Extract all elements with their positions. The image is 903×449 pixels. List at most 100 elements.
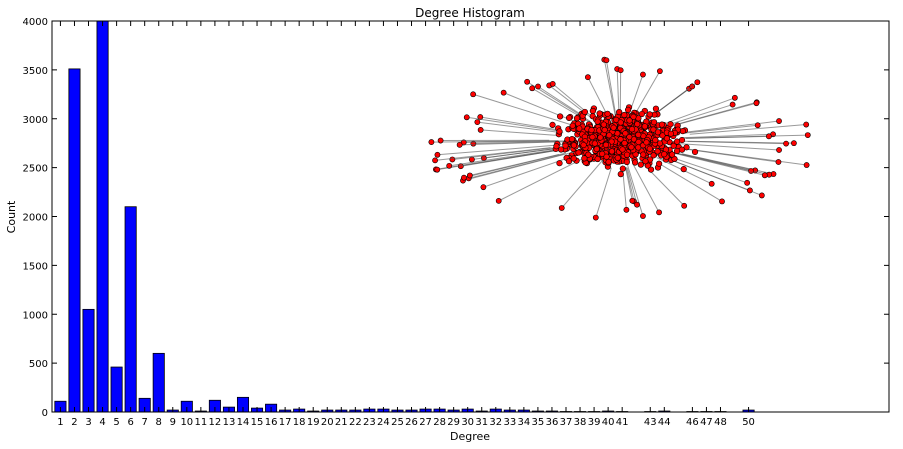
y-tick-label: 3000 [23,115,48,126]
network-node [673,138,681,145]
network-edge [483,154,577,188]
network-node [585,74,591,81]
x-tick-label: 4 [99,417,105,428]
x-tick-label: 48 [714,417,727,428]
network-node [691,148,699,156]
network-node [432,157,438,164]
x-tick-label: 14 [237,417,250,428]
x-tick-label: 17 [279,417,292,428]
x-tick-label: 21 [335,417,348,428]
x-tick-label: 47 [700,417,713,428]
network-node [791,140,797,147]
network-node [474,119,481,125]
x-tick-label: 24 [377,417,390,428]
network-node [646,145,653,152]
network-edge [561,160,603,209]
network-edge [472,93,572,126]
network-edge [657,162,723,202]
network-node [592,214,599,221]
network-node [641,123,648,130]
x-tick-label: 30 [461,417,474,428]
x-tick-label: 16 [265,417,278,428]
network-node [558,205,565,211]
x-tick-label: 32 [489,417,502,428]
network-edge [687,140,787,145]
network-node [616,109,623,116]
network-edge [537,86,583,117]
network-edge [480,116,563,131]
network-node [575,149,582,156]
network-node [601,126,608,134]
y-tick-label: 2000 [23,213,48,224]
x-tick-label: 50 [742,417,755,428]
network-edge [626,163,644,217]
network-inset [428,56,811,221]
network-node [638,110,645,118]
network-node [667,121,674,128]
x-tick-label: 35 [532,417,545,428]
network-node [631,159,639,166]
network-edge [668,155,748,184]
network-node [524,78,531,85]
network-node [608,138,615,145]
bar-2 [68,68,81,413]
x-tick-label: 38 [574,417,587,428]
network-node [719,198,725,205]
network-edge [682,153,756,171]
x-tick-label: 18 [293,417,306,428]
network-edge [616,68,620,114]
x-tick-label: 13 [223,417,236,428]
network-edge [468,153,564,179]
network-edge [632,164,660,213]
network-node [594,155,601,163]
x-tick-label: 28 [433,417,446,428]
x-tick-label: 39 [588,417,601,428]
network-node [650,119,658,126]
network-node [617,119,624,126]
network-node [628,144,635,151]
x-tick-label: 9 [170,417,176,428]
network-node [804,132,811,139]
x-tick-label: 20 [321,417,334,428]
x-tick-label: 22 [349,417,362,428]
network-node [602,141,610,148]
x-tick-label: 6 [127,417,133,428]
network-node [640,151,647,158]
network-node [570,142,578,149]
network-node [608,148,615,155]
network-edge [449,149,555,167]
network-node [656,160,663,167]
x-tick-label: 34 [517,417,530,428]
network-node [670,142,677,149]
network-node [744,179,751,186]
network-node [428,139,435,145]
network-edge [480,129,562,137]
network-node [535,83,541,90]
network-node [603,57,610,64]
network-node [642,158,649,165]
network-node [580,141,587,149]
network-node [656,68,663,75]
x-tick-label: 46 [686,417,699,428]
network-node [581,155,588,162]
network-node [630,113,637,120]
network-node [480,184,487,191]
y-tick-label: 2500 [23,164,48,175]
network-node [640,213,646,219]
network-node [549,81,556,87]
network-node [803,162,810,168]
network-node [765,133,772,140]
x-tick-label: 29 [447,417,460,428]
network-node [593,145,600,153]
network-edge [437,143,566,156]
network-node [565,114,573,122]
network-edge [625,167,635,202]
bar-8 [152,352,165,413]
chart-title: Degree Histogram [415,6,525,20]
bar-3 [82,308,95,413]
network-edge [676,120,780,134]
network-node [754,122,761,129]
network-node [647,166,655,173]
network-edge [666,97,736,124]
